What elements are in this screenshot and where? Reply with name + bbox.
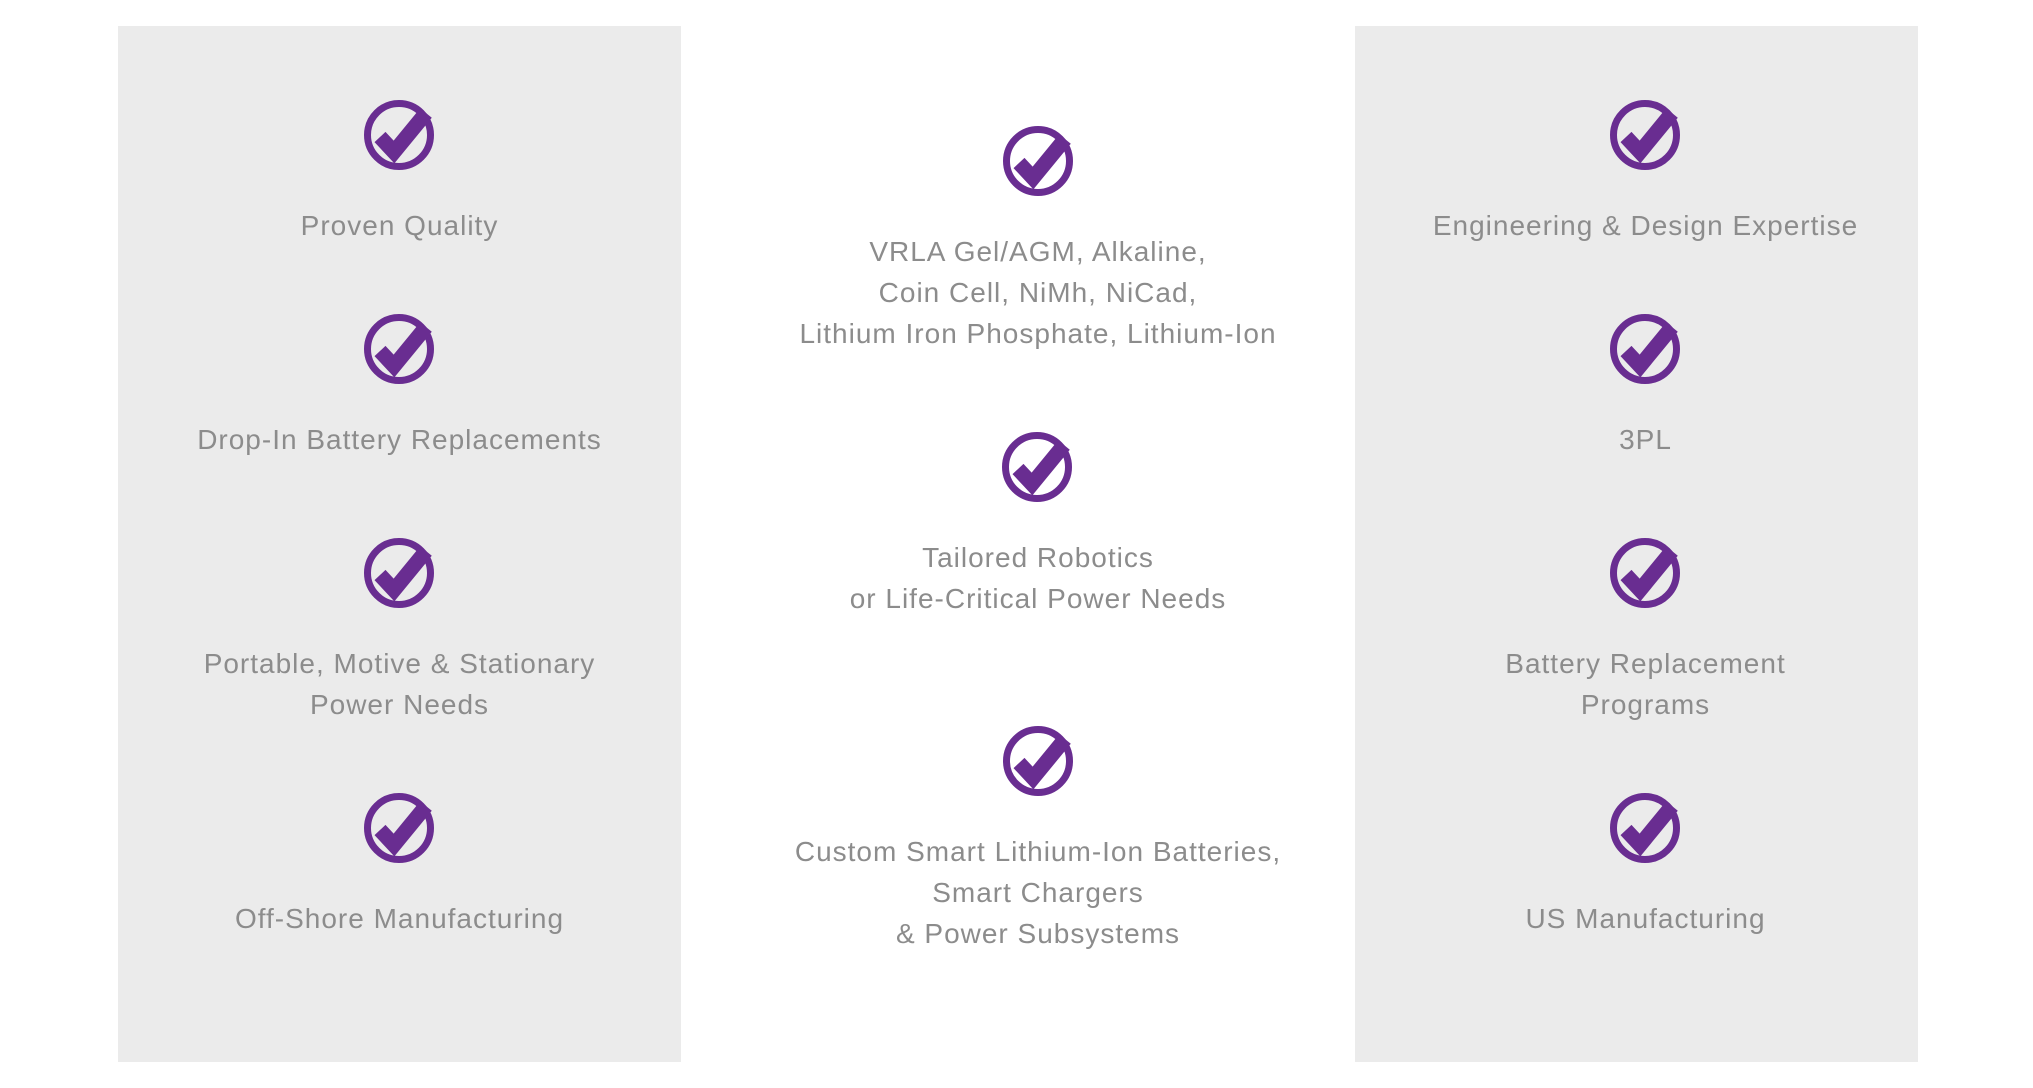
feature-item: VRLA Gel/AGM, Alkaline, Coin Cell, NiMh,… <box>799 126 1276 354</box>
feature-item: 3PL <box>1610 314 1681 460</box>
check-circle-icon <box>1610 100 1681 170</box>
feature-item: Battery Replacement Programs <box>1505 538 1785 725</box>
feature-item: Custom Smart Lithium-Ion Batteries, Smar… <box>795 726 1281 954</box>
check-circle-icon <box>363 314 435 384</box>
feature-label: Battery Replacement Programs <box>1505 643 1785 725</box>
feature-label: Proven Quality <box>301 205 499 246</box>
feature-label-line: Portable, Motive & Stationary <box>203 648 596 679</box>
feature-label: Tailored Robotics or Life-Critical Power… <box>850 537 1227 619</box>
feature-label-line: Off-Shore Manufacturing <box>234 903 565 934</box>
feature-item: US Manufacturing <box>1525 793 1765 939</box>
column-middle: VRLA Gel/AGM, Alkaline, Coin Cell, NiMh,… <box>681 26 1355 1062</box>
feature-label-line: Smart Chargers <box>932 877 1144 908</box>
feature-item: Engineering & Design Expertise <box>1433 100 1858 246</box>
feature-label-line: Drop-In Battery Replacements <box>197 424 602 455</box>
feature-item: Off-Shore Manufacturing <box>235 793 564 939</box>
feature-label-line: VRLA Gel/AGM, Alkaline, <box>869 236 1207 267</box>
check-circle-icon <box>1002 126 1074 196</box>
feature-label-line: Tailored Robotics <box>922 542 1154 573</box>
feature-label-line: 3PL <box>1619 424 1672 455</box>
feature-label-line: Power Needs <box>309 689 490 720</box>
feature-label-line: Programs <box>1580 689 1711 720</box>
check-circle-icon <box>1609 793 1681 863</box>
feature-item: Portable, Motive & Stationary Power Need… <box>204 538 596 725</box>
check-circle-icon <box>1610 538 1681 608</box>
feature-label: Drop-In Battery Replacements <box>197 419 602 460</box>
feature-label-line: Coin Cell, NiMh, NiCad, <box>878 277 1198 308</box>
column-right-panel: Engineering & Design Expertise 3PL Batte… <box>1355 26 1918 1062</box>
check-circle-icon <box>1610 314 1681 384</box>
feature-label: 3PL <box>1619 419 1672 460</box>
feature-label-line: Lithium Iron Phosphate, Lithium-Ion <box>799 318 1277 349</box>
feature-label-line: Battery Replacement <box>1505 648 1786 679</box>
feature-label: VRLA Gel/AGM, Alkaline, Coin Cell, NiMh,… <box>799 231 1276 354</box>
feature-label: Engineering & Design Expertise <box>1433 205 1858 246</box>
feature-label-line: Custom Smart Lithium-Ion Batteries, <box>794 836 1282 867</box>
feature-item: Drop-In Battery Replacements <box>197 314 602 460</box>
feature-label-line: or Life-Critical Power Needs <box>849 583 1227 614</box>
check-circle-icon <box>364 538 435 608</box>
feature-item: Proven Quality <box>301 100 499 246</box>
feature-label-line: Engineering & Design Expertise <box>1432 210 1859 241</box>
check-circle-icon <box>363 100 435 170</box>
check-circle-icon <box>1002 432 1073 502</box>
column-left-panel: Proven Quality Drop-In Battery Replaceme… <box>118 26 681 1062</box>
feature-label: Off-Shore Manufacturing <box>235 898 564 939</box>
feature-label-line: & Power Subsystems <box>895 918 1181 949</box>
feature-item: Tailored Robotics or Life-Critical Power… <box>850 432 1227 619</box>
check-circle-icon <box>1002 726 1074 796</box>
check-circle-icon <box>364 793 435 863</box>
feature-label: Custom Smart Lithium-Ion Batteries, Smar… <box>795 831 1281 954</box>
feature-label-line: US Manufacturing <box>1525 903 1766 934</box>
feature-label: Portable, Motive & Stationary Power Need… <box>204 643 596 725</box>
feature-label: US Manufacturing <box>1525 898 1765 939</box>
feature-label-line: Proven Quality <box>300 210 499 241</box>
